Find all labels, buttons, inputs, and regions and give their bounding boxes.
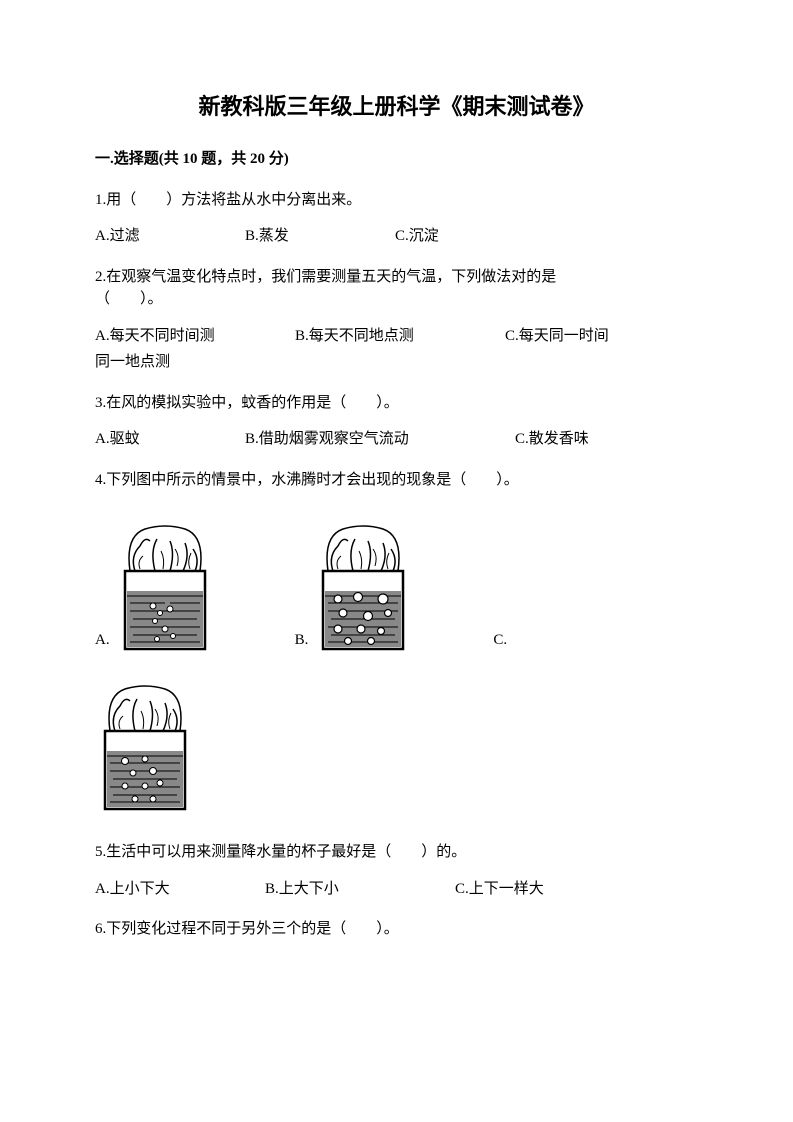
q4-option-b-label: B. xyxy=(295,629,309,652)
beaker-b-icon xyxy=(313,521,413,651)
q3-option-c: C.散发香味 xyxy=(515,428,665,451)
q2-option-b: B.每天不同地点测 xyxy=(295,325,505,348)
q3-option-b: B.借助烟雾观察空气流动 xyxy=(245,428,515,451)
q4-image-row-1: A. xyxy=(95,521,698,651)
q4-image-row-2 xyxy=(95,681,698,811)
question-6-text: 6.下列变化过程不同于另外三个的是（ ）。 xyxy=(95,918,698,941)
q2-option-a: A.每天不同时间测 xyxy=(95,325,295,348)
question-1-text: 1.用（ ）方法将盐从水中分离出来。 xyxy=(95,189,698,212)
q2-text-line2: （ ）。 xyxy=(95,291,163,307)
question-1: 1.用（ ）方法将盐从水中分离出来。 A.过滤 B.蒸发 C.沉淀 xyxy=(95,189,698,248)
q1-option-c: C.沉淀 xyxy=(395,225,545,248)
question-6: 6.下列变化过程不同于另外三个的是（ ）。 xyxy=(95,918,698,941)
question-5-text: 5.生活中可以用来测量降水量的杯子最好是（ ）的。 xyxy=(95,841,698,864)
q2-text-line1: 2.在观察气温变化特点时，我们需要测量五天的气温，下列做法对的是 xyxy=(95,269,556,285)
question-2: 2.在观察气温变化特点时，我们需要测量五天的气温，下列做法对的是 （ ）。 A.… xyxy=(95,266,698,374)
q2-option-c-line2: 同一地点测 xyxy=(95,351,698,374)
q4-option-c-container: C. xyxy=(493,629,512,652)
q5-option-b: B.上大下小 xyxy=(265,878,455,901)
page-title: 新教科版三年级上册科学《期末测试卷》 xyxy=(95,90,698,123)
q4-option-b-container: B. xyxy=(295,521,414,651)
question-5-options: A.上小下大 B.上大下小 C.上下一样大 xyxy=(95,878,698,901)
question-2-options: A.每天不同时间测 B.每天不同地点测 C.每天同一时间 xyxy=(95,325,698,348)
q4-option-a-container: A. xyxy=(95,521,215,651)
q2-option-c: C.每天同一时间 xyxy=(505,325,685,348)
question-3-text: 3.在风的模拟实验中，蚊香的作用是（ ）。 xyxy=(95,392,698,415)
beaker-c-icon xyxy=(95,681,195,811)
beaker-a-icon xyxy=(115,521,215,651)
q3-option-a: A.驱蚊 xyxy=(95,428,245,451)
q1-option-b: B.蒸发 xyxy=(245,225,395,248)
question-3-options: A.驱蚊 B.借助烟雾观察空气流动 C.散发香味 xyxy=(95,428,698,451)
question-4: 4.下列图中所示的情景中，水沸腾时才会出现的现象是（ ）。 A. xyxy=(95,469,698,812)
q4-option-c-label: C. xyxy=(493,629,507,652)
q1-option-a: A.过滤 xyxy=(95,225,245,248)
section-header: 一.选择题(共 10 题，共 20 分) xyxy=(95,148,698,171)
q4-option-a-label: A. xyxy=(95,629,110,652)
question-4-text: 4.下列图中所示的情景中，水沸腾时才会出现的现象是（ ）。 xyxy=(95,469,698,492)
q5-option-c: C.上下一样大 xyxy=(455,878,625,901)
question-5: 5.生活中可以用来测量降水量的杯子最好是（ ）的。 A.上小下大 B.上大下小 … xyxy=(95,841,698,900)
question-1-options: A.过滤 B.蒸发 C.沉淀 xyxy=(95,225,698,248)
question-3: 3.在风的模拟实验中，蚊香的作用是（ ）。 A.驱蚊 B.借助烟雾观察空气流动 … xyxy=(95,392,698,451)
question-2-text: 2.在观察气温变化特点时，我们需要测量五天的气温，下列做法对的是 （ ）。 xyxy=(95,266,698,311)
q5-option-a: A.上小下大 xyxy=(95,878,265,901)
